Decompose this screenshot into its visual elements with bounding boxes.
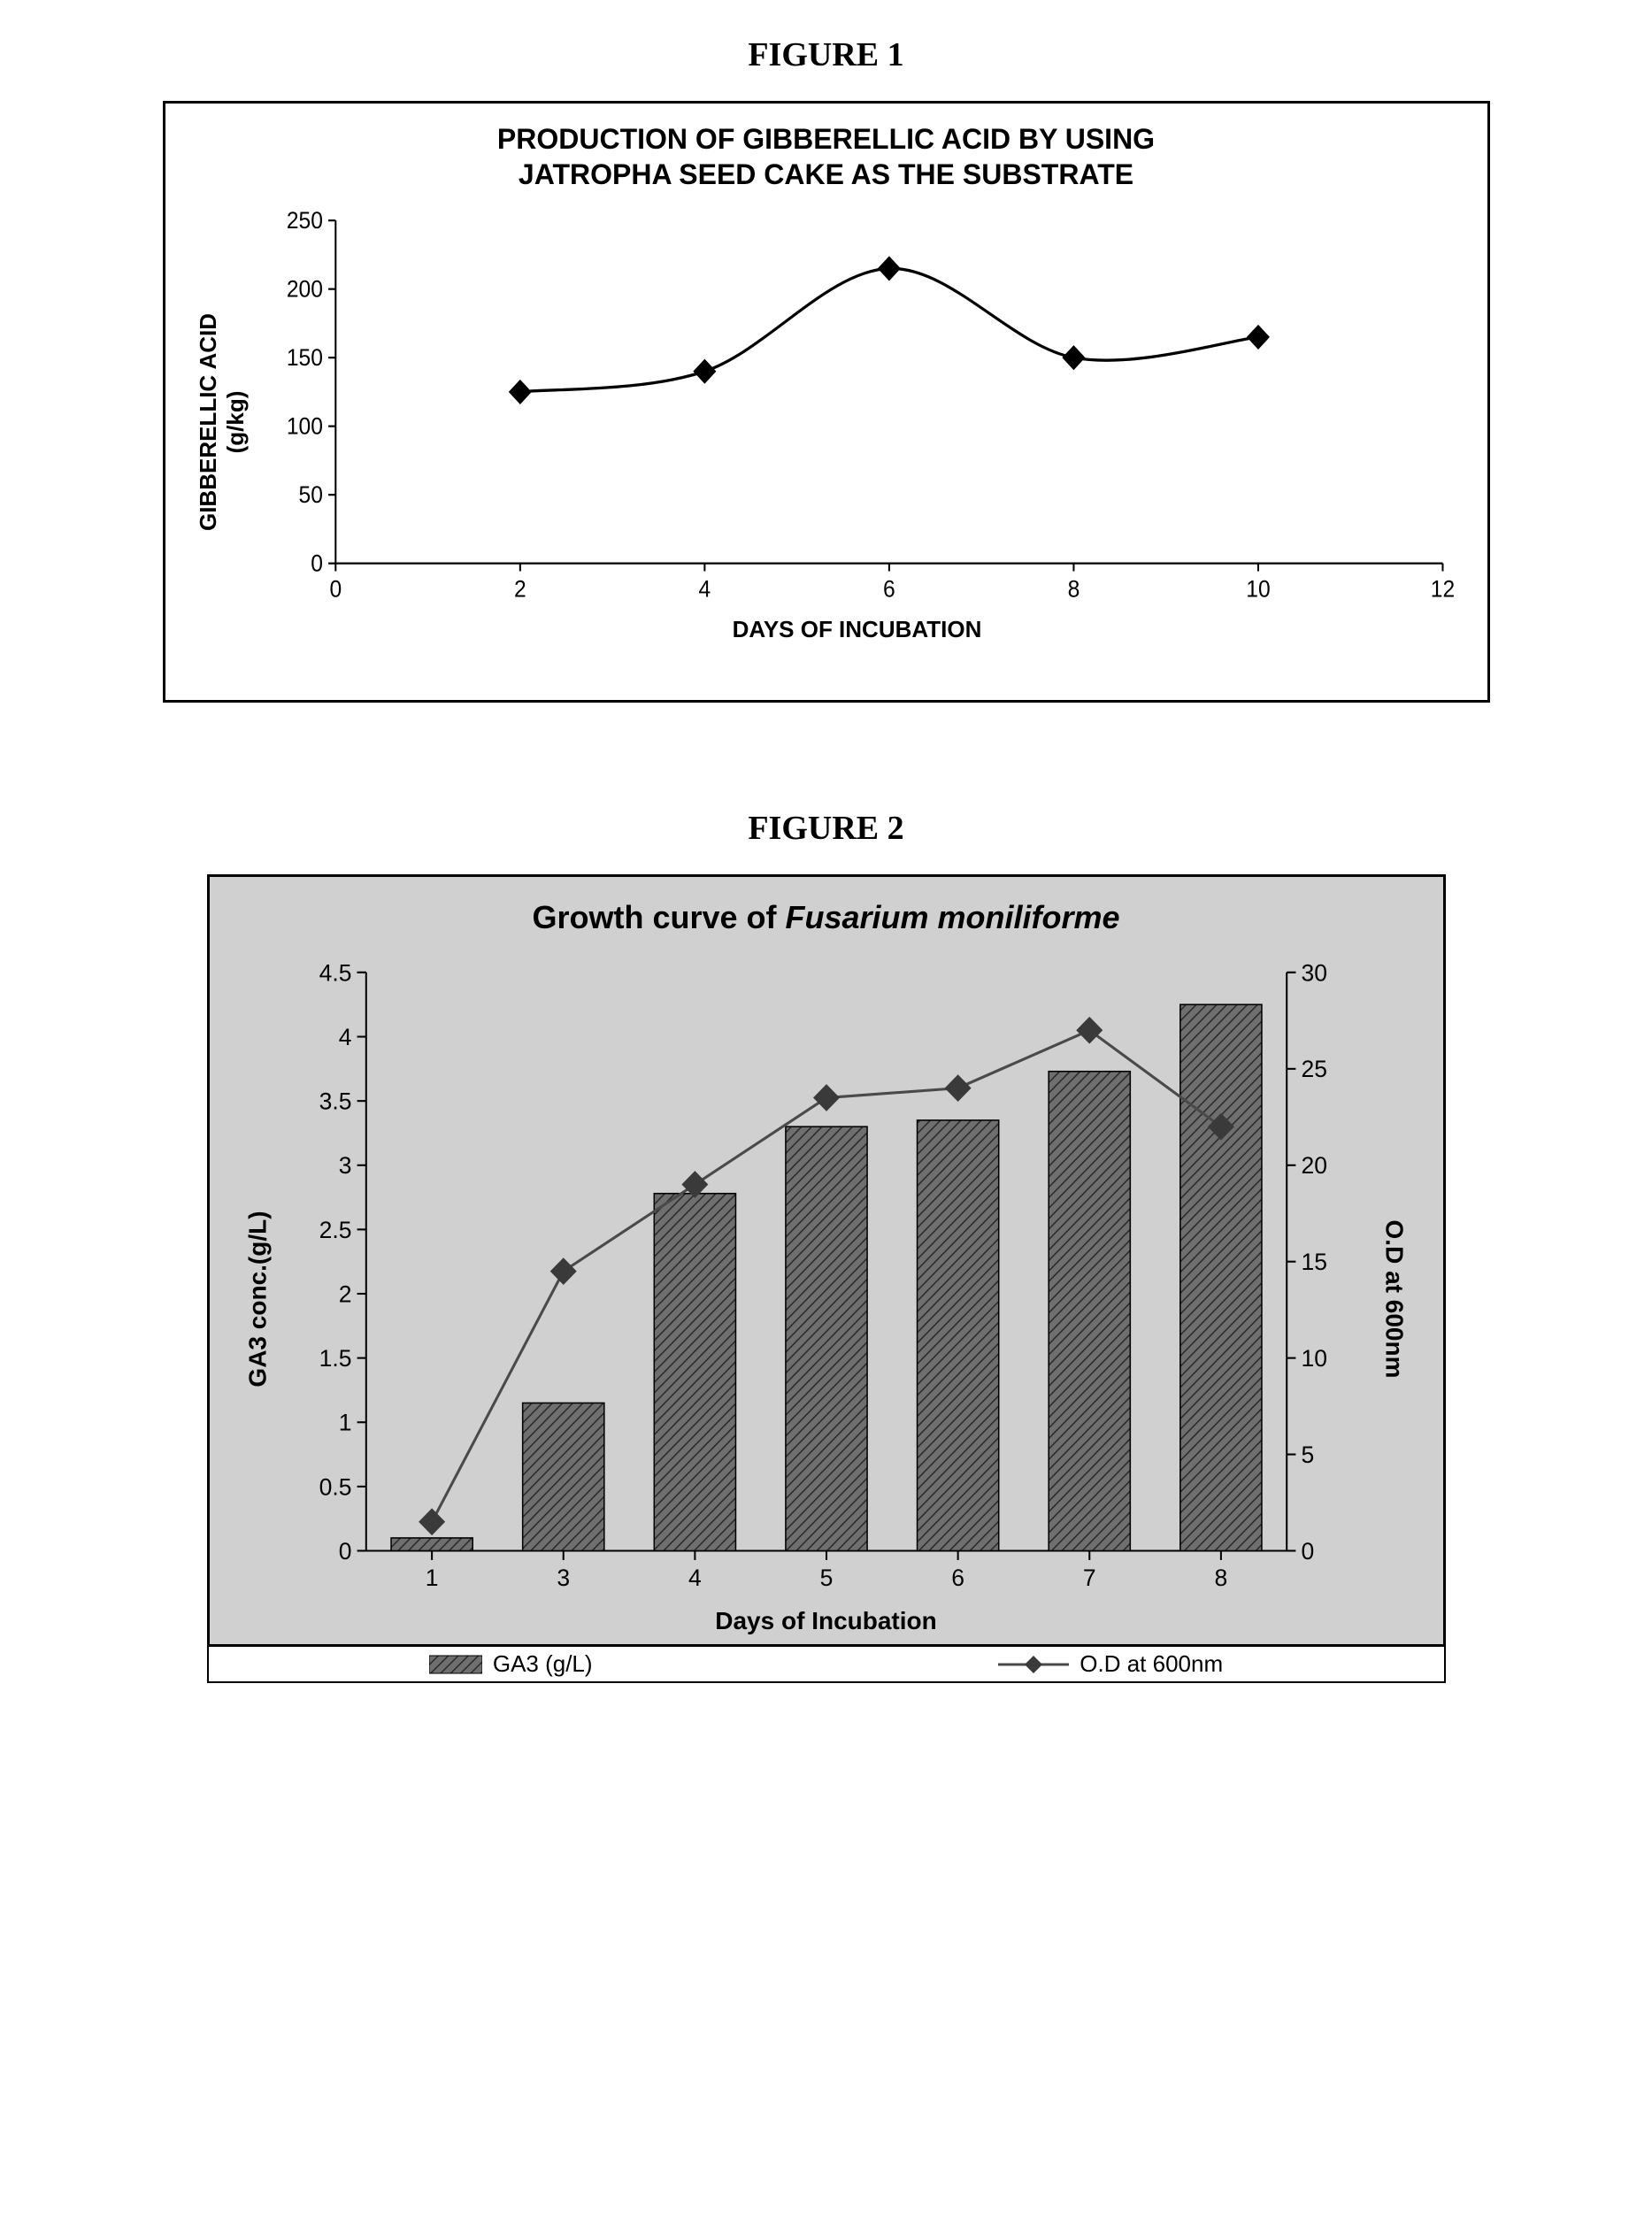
figure-2-title: Growth curve of Fusarium moniliforme [232, 899, 1421, 936]
svg-text:8: 8 [1067, 576, 1080, 602]
svg-text:10: 10 [1246, 576, 1270, 602]
svg-text:200: 200 [286, 277, 322, 303]
legend-bar-item: GA3 (g/L) [429, 1650, 593, 1678]
figure-1: FIGURE 1 PRODUCTION OF GIBBERELLIC ACID … [35, 35, 1617, 703]
figure-1-title: PRODUCTION OF GIBBERELLIC ACID BY USING … [192, 121, 1461, 192]
legend-line-swatch-icon [998, 1654, 1069, 1675]
svg-text:250: 250 [286, 208, 322, 234]
svg-text:7: 7 [1082, 1565, 1095, 1591]
svg-text:1: 1 [425, 1565, 438, 1591]
figure-2-y2label: O.D at 600nm [1368, 954, 1421, 1644]
svg-text:3: 3 [338, 1152, 351, 1179]
svg-text:12: 12 [1430, 576, 1454, 602]
figure-1-ylabel-line2: (g/kg) [223, 391, 250, 454]
legend-bar-label: GA3 (g/L) [493, 1650, 593, 1678]
svg-text:0.5: 0.5 [319, 1473, 351, 1500]
svg-text:30: 30 [1301, 959, 1326, 986]
svg-text:0: 0 [1301, 1538, 1314, 1565]
figure-1-ylabel: GIBBERELLIC ACID (g/kg) [192, 201, 254, 643]
figure-2-ylabel: GA3 conc.(g/L) [232, 954, 285, 1644]
svg-text:1: 1 [338, 1409, 351, 1435]
svg-text:25: 25 [1301, 1056, 1326, 1082]
svg-text:10: 10 [1301, 1345, 1326, 1372]
svg-text:4: 4 [698, 576, 711, 602]
svg-text:0: 0 [329, 576, 342, 602]
svg-text:5: 5 [819, 1565, 833, 1591]
svg-text:0: 0 [311, 551, 323, 577]
figure-2-frame: Growth curve of Fusarium moniliforme GA3… [207, 874, 1446, 1647]
svg-text:15: 15 [1301, 1249, 1326, 1275]
svg-text:1.5: 1.5 [319, 1345, 351, 1372]
figure-1-ylabel-line1: GIBBERELLIC ACID [196, 313, 222, 531]
svg-text:3: 3 [557, 1565, 570, 1591]
svg-text:3.5: 3.5 [319, 1088, 351, 1114]
svg-text:150: 150 [286, 345, 322, 371]
figure-1-frame: PRODUCTION OF GIBBERELLIC ACID BY USING … [163, 101, 1490, 703]
figure-2-title-prefix: Growth curve of [532, 899, 785, 935]
legend-line-item: O.D at 600nm [998, 1650, 1223, 1678]
svg-text:5: 5 [1301, 1442, 1314, 1468]
svg-text:4.5: 4.5 [319, 959, 351, 986]
svg-text:8: 8 [1214, 1565, 1227, 1591]
figure-2-title-italic: Fusarium moniliforme [785, 899, 1119, 935]
svg-text:6: 6 [951, 1565, 964, 1591]
svg-text:4: 4 [338, 1024, 351, 1050]
figure-2-plot: 0 0.5 1 1.5 2 2.5 3 3.5 4 4.5 0 5 10 15 20 25 30 1 3 4 5 6 7 8 [285, 954, 1368, 1602]
legend-line-label: O.D at 600nm [1080, 1650, 1223, 1678]
svg-text:6: 6 [883, 576, 895, 602]
svg-text:2: 2 [513, 576, 526, 602]
figure-1-title-line2: JATROPHA SEED CAKE AS THE SUBSTRATE [519, 158, 1133, 190]
svg-text:20: 20 [1301, 1152, 1326, 1179]
svg-text:100: 100 [286, 414, 322, 440]
figure-2-xlabel: Days of Incubation [285, 1602, 1368, 1644]
figure-2-legend: GA3 (g/L) O.D at 600nm [207, 1645, 1446, 1683]
svg-text:0: 0 [338, 1538, 351, 1565]
figure-1-title-line1: PRODUCTION OF GIBBERELLIC ACID BY USING [497, 123, 1155, 155]
figure-2: FIGURE 2 Growth curve of Fusarium monili… [35, 809, 1617, 1683]
svg-text:4: 4 [688, 1565, 701, 1591]
svg-text:2.5: 2.5 [319, 1217, 351, 1243]
svg-text:50: 50 [298, 482, 322, 508]
svg-text:2: 2 [338, 1280, 351, 1307]
figure-1-plot: 0 50 100 150 200 250 0 2 4 6 8 10 12 [254, 201, 1461, 612]
figure-1-xlabel: DAYS OF INCUBATION [254, 612, 1461, 643]
legend-bar-swatch-icon [429, 1654, 482, 1675]
figure-2-label: FIGURE 2 [35, 809, 1617, 848]
figure-1-label: FIGURE 1 [35, 35, 1617, 74]
